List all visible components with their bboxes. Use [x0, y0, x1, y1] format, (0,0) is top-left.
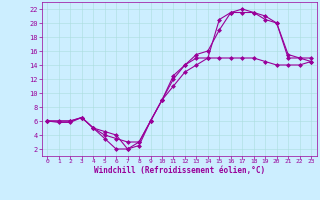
X-axis label: Windchill (Refroidissement éolien,°C): Windchill (Refroidissement éolien,°C): [94, 166, 265, 175]
